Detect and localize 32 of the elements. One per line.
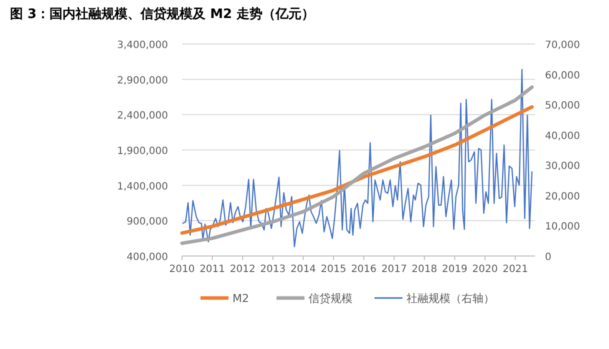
x-tick-label: 2017 (381, 264, 407, 275)
y-tick-label: 400,000 (126, 252, 168, 263)
y-tick-label: 1,900,000 (117, 146, 168, 157)
x-tick-label: 2018 (412, 264, 438, 275)
y2-tick-label: 20,000 (545, 191, 580, 202)
x-tick-label: 2012 (230, 264, 256, 275)
x-tick-label: 2013 (260, 264, 286, 275)
y2-tick-label: 40,000 (545, 130, 580, 142)
x-tick-label: 2019 (442, 264, 468, 275)
legend-label: 社融规模（右轴） (406, 292, 494, 305)
x-tick-label: 2010 (169, 264, 195, 275)
y-tick-label: 900,000 (126, 216, 168, 228)
chart-title: 图 3：国内社融规模、信贷规模及 M2 走势（亿元） (10, 6, 315, 22)
line-series (180, 105, 534, 235)
x-tick-label: 2021 (502, 264, 528, 275)
y2-tick-label: 70,000 (545, 40, 580, 51)
y2-tick-label: 30,000 (545, 161, 580, 172)
y2-tick-label: 60,000 (545, 70, 580, 82)
x-tick-label: 2016 (351, 264, 377, 275)
y-tick-label: 2,400,000 (117, 110, 168, 122)
x-tick-label: 2020 (472, 264, 498, 275)
x-tick-label: 2011 (200, 264, 226, 275)
y2-tick-label: 0 (545, 252, 552, 263)
y2-tick-label: 10,000 (545, 222, 580, 233)
y2-tick-label: 50,000 (545, 100, 580, 112)
legend-label: M2 (232, 292, 249, 305)
y-tick-label: 3,400,000 (117, 40, 168, 51)
x-tick-label: 2014 (290, 264, 316, 275)
legend-label: 信贷规模 (308, 292, 352, 305)
x-tick-label: 2015 (320, 264, 346, 275)
y-tick-label: 2,900,000 (117, 75, 168, 86)
y-tick-label: 1,400,000 (117, 181, 168, 192)
